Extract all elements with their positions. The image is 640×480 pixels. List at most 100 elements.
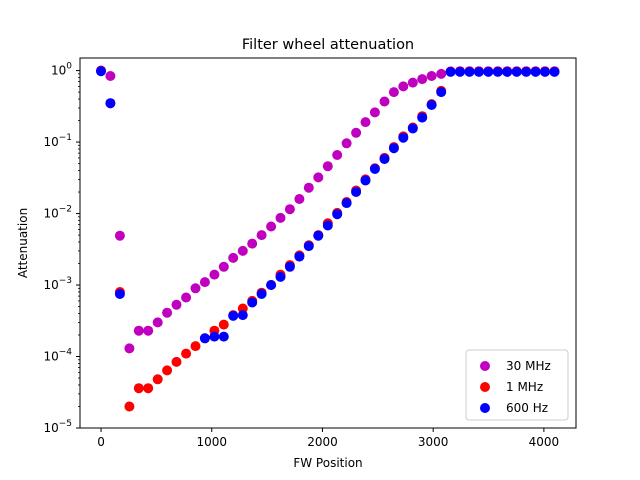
data-point — [181, 292, 192, 303]
data-point — [209, 269, 220, 280]
data-point — [313, 230, 324, 241]
data-point — [266, 280, 277, 290]
data-point — [332, 150, 343, 160]
data-point — [162, 307, 173, 318]
legend: 30 MHz 1 MHz 600 Hz — [465, 349, 569, 421]
chart-title: Filter wheel attenuation — [242, 37, 414, 53]
data-point — [360, 117, 371, 128]
data-point — [275, 271, 286, 282]
data-point — [492, 66, 503, 77]
legend-box — [465, 349, 569, 421]
data-point — [369, 107, 380, 118]
data-point — [549, 66, 560, 77]
data-point — [181, 348, 192, 359]
data-point — [247, 238, 258, 249]
data-point — [473, 66, 484, 77]
legend-label: 30 MHz — [506, 359, 551, 373]
data-point — [218, 319, 229, 330]
data-point — [199, 277, 210, 288]
data-point — [133, 325, 144, 336]
legend-marker — [480, 403, 490, 413]
data-point — [152, 317, 163, 328]
data-point — [483, 66, 494, 77]
data-point — [247, 297, 258, 308]
data-point — [256, 230, 267, 241]
legend-label: 1 MHz — [506, 380, 543, 394]
data-point — [124, 343, 135, 354]
data-point — [105, 71, 116, 81]
legend-label: 600 Hz — [506, 401, 548, 415]
x-tick-label: 3000 — [418, 435, 449, 449]
data-point — [284, 204, 295, 215]
x-tick-label: 4000 — [529, 435, 560, 449]
data-point — [313, 172, 324, 183]
y-tick-label: 10−1 — [43, 133, 72, 149]
x-axis: 0 1000 2000 3000 4000 — [97, 428, 559, 449]
data-point — [417, 112, 428, 123]
data-point — [237, 245, 248, 256]
data-point — [152, 374, 163, 385]
data-point — [124, 401, 135, 412]
data-point — [332, 209, 343, 220]
data-point — [284, 261, 295, 272]
data-point — [256, 289, 267, 299]
data-point — [218, 261, 229, 272]
data-point — [171, 299, 182, 310]
data-point — [96, 66, 106, 77]
data-point — [426, 100, 437, 110]
data-point — [341, 138, 352, 149]
data-point — [398, 81, 409, 92]
data-point — [143, 383, 154, 394]
y-tick-label: 10−2 — [43, 205, 72, 221]
data-point — [303, 182, 314, 193]
data-point — [237, 310, 248, 321]
data-point — [351, 127, 362, 138]
data-point — [351, 187, 362, 197]
y-axis-label: Attenuation — [16, 208, 30, 278]
data-point — [218, 331, 229, 342]
data-point — [143, 325, 154, 336]
data-point — [530, 66, 541, 77]
data-point — [436, 87, 447, 98]
data-point — [162, 365, 173, 376]
data-point — [540, 66, 550, 77]
data-point — [407, 77, 418, 88]
data-point — [464, 66, 475, 77]
data-point — [303, 241, 314, 252]
data-point — [105, 98, 116, 109]
data-point — [360, 175, 371, 186]
data-point — [436, 68, 447, 79]
plot-frame — [79, 57, 577, 429]
data-point — [407, 123, 418, 134]
data-point — [398, 132, 409, 143]
data-point — [388, 143, 399, 154]
data-point — [388, 87, 399, 98]
data-point — [417, 74, 428, 85]
data-point — [502, 66, 513, 77]
plot-points — [96, 65, 560, 412]
data-point — [199, 333, 210, 344]
data-point — [190, 283, 201, 294]
data-point — [228, 310, 239, 321]
data-point — [171, 356, 182, 367]
x-tick-label: 2000 — [307, 435, 338, 449]
data-point — [190, 341, 201, 352]
data-point — [511, 66, 522, 77]
data-point — [228, 252, 239, 263]
x-tick-label: 0 — [97, 435, 105, 449]
y-tick-label: 100 — [51, 62, 72, 78]
data-point — [322, 220, 333, 231]
y-tick-label: 10−5 — [43, 419, 72, 435]
x-tick-label: 1000 — [196, 435, 227, 449]
data-point — [322, 161, 333, 172]
data-point — [209, 331, 220, 342]
data-point — [294, 251, 305, 262]
y-tick-label: 10−4 — [43, 348, 72, 364]
data-point — [114, 289, 125, 299]
data-point — [341, 198, 352, 209]
data-point — [455, 66, 465, 77]
data-point — [266, 221, 277, 232]
data-point — [114, 230, 125, 241]
data-point — [426, 71, 437, 81]
